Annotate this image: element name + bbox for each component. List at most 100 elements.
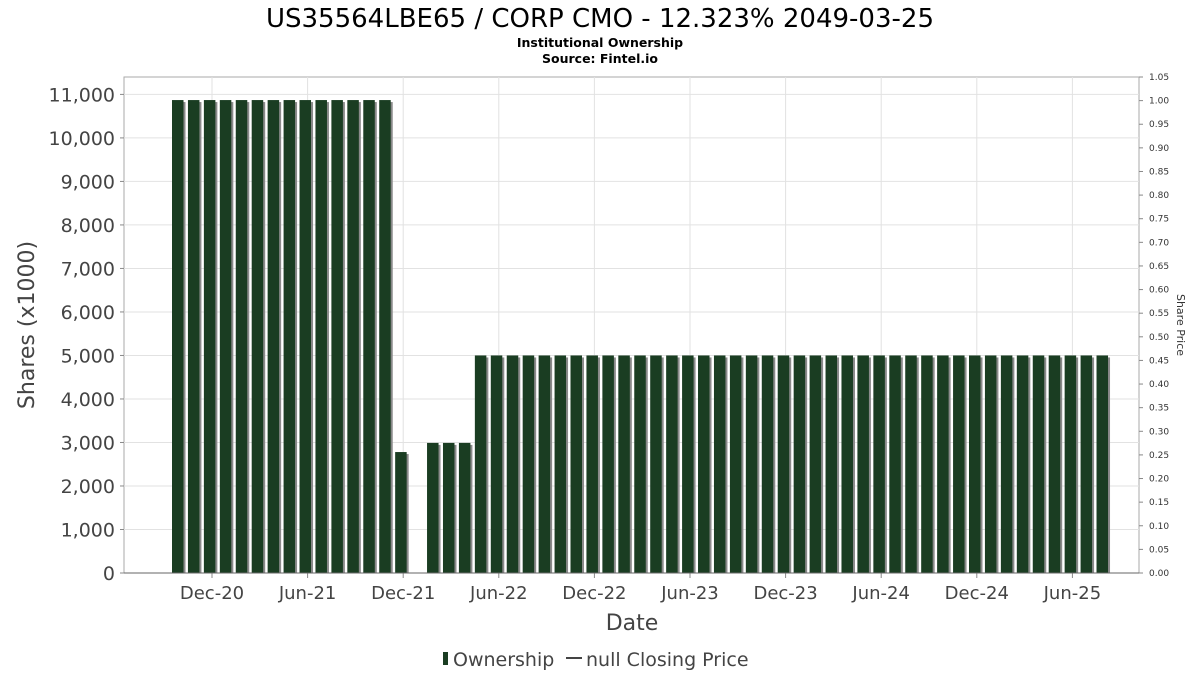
y2-tick-label: 0.30	[1149, 427, 1169, 437]
bar	[777, 355, 790, 573]
y2-tick-label: 0.35	[1149, 404, 1169, 414]
bar	[522, 355, 535, 573]
bar	[172, 100, 184, 574]
x-tick-label: Jun-23	[660, 583, 719, 604]
y2-tick-label: 0.65	[1149, 262, 1169, 272]
bar	[315, 100, 327, 574]
bar	[506, 355, 519, 573]
bar	[841, 355, 853, 573]
x-tick-label: Jun-24	[851, 583, 910, 604]
legend-swatch-ownership	[443, 652, 448, 665]
bar	[984, 355, 997, 573]
y-tick-label: 3,000	[61, 432, 115, 454]
y-axis-left: 0 1,000 2,000 3,000 4,000 5,000 6,000 7,000 8,00…	[49, 84, 124, 585]
bar	[299, 100, 312, 574]
y-tick-label: 0	[103, 563, 115, 585]
bar	[490, 355, 503, 573]
bar	[825, 355, 838, 573]
y2-tick-label: 0.25	[1149, 451, 1169, 461]
bar	[793, 355, 806, 573]
bar	[379, 100, 391, 574]
y2-tick-label: 0.50	[1149, 333, 1169, 343]
ownership-bars	[172, 100, 1111, 574]
bar	[905, 355, 917, 573]
y2-tick-label: 0.80	[1149, 191, 1169, 201]
bar	[458, 442, 471, 573]
x-axis-label: Date	[606, 611, 659, 636]
bar	[857, 355, 869, 573]
y-axis-right: 0.00 0.05 0.10 0.15 0.20 0.25 0.30 0.35 0.40 0.45…	[1139, 73, 1169, 579]
y-tick-label: 5,000	[61, 345, 115, 367]
bar	[809, 355, 822, 573]
bar	[538, 355, 551, 573]
bar	[650, 355, 662, 573]
x-axis: Dec-20 Jun-21 Dec-21 Jun-22 Dec-22 Jun-23 Dec-…	[124, 572, 1139, 604]
y-tick-label: 7,000	[61, 258, 115, 280]
bar	[953, 355, 965, 573]
y2-tick-label: 0.15	[1149, 498, 1169, 508]
chart-title: US35564LBE65 / CORP CMO - 12.323% 2049-0…	[266, 4, 934, 34]
y2-tick-label: 0.70	[1149, 238, 1169, 248]
y2-tick-label: 0.40	[1149, 380, 1169, 390]
bar	[283, 100, 296, 574]
y2-tick-label: 1.00	[1149, 97, 1169, 107]
bar	[187, 100, 200, 574]
bar	[554, 355, 567, 573]
y-axis-label: Shares (x1000)	[15, 241, 40, 409]
bar	[474, 355, 487, 573]
y-tick-label: 1,000	[61, 519, 115, 541]
bar	[761, 355, 774, 573]
bar	[331, 100, 343, 574]
y2-axis-label: Share Price	[1174, 294, 1187, 356]
bar	[1064, 355, 1077, 573]
x-tick-label: Jun-21	[278, 583, 337, 604]
bar	[427, 442, 439, 573]
x-tick-label: Dec-20	[180, 583, 244, 604]
bar	[219, 100, 232, 574]
y2-tick-label: 0.20	[1149, 475, 1169, 485]
bar	[267, 100, 280, 574]
y2-tick-label: 0.10	[1149, 522, 1169, 532]
bar	[570, 355, 582, 573]
chart-subtitle-line-2: Source: Fintel.io	[542, 51, 658, 66]
y-tick-label: 2,000	[61, 476, 115, 498]
bar	[682, 355, 694, 573]
bar	[363, 100, 375, 574]
y2-tick-label: 0.45	[1149, 356, 1169, 366]
bar	[634, 355, 646, 573]
bar	[873, 355, 885, 573]
bar	[698, 355, 710, 573]
bar	[1016, 355, 1029, 573]
y-tick-label: 9,000	[61, 171, 115, 193]
x-tick-label: Jun-22	[469, 583, 528, 604]
y-tick-label: 6,000	[61, 302, 115, 324]
bar	[713, 355, 726, 573]
legend-label-closing-price: null Closing Price	[586, 649, 749, 671]
y2-tick-label: 0.00	[1149, 569, 1169, 579]
y-tick-label: 11,000	[49, 84, 115, 106]
bar	[235, 100, 248, 574]
y-tick-label: 4,000	[61, 389, 115, 411]
chart-subtitle-line-1: Institutional Ownership	[517, 35, 683, 50]
bar	[586, 355, 598, 573]
bar	[602, 355, 614, 573]
bar	[937, 355, 949, 573]
y2-tick-label: 0.55	[1149, 309, 1169, 319]
y2-tick-label: 0.95	[1149, 120, 1169, 130]
y-tick-label: 10,000	[49, 128, 115, 150]
x-tick-label: Dec-21	[371, 583, 435, 604]
bar	[618, 355, 630, 573]
bar	[1048, 355, 1061, 573]
bar	[251, 100, 264, 574]
legend: Ownership null Closing Price	[443, 649, 749, 671]
bar	[969, 355, 981, 573]
bar	[347, 100, 359, 574]
y2-tick-label: 0.05	[1149, 545, 1169, 555]
x-tick-label: Jun-25	[1043, 583, 1102, 604]
bar	[666, 355, 678, 573]
y2-tick-label: 0.90	[1149, 144, 1169, 154]
bar	[889, 355, 901, 573]
bar	[442, 442, 455, 573]
x-tick-label: Dec-23	[753, 583, 817, 604]
